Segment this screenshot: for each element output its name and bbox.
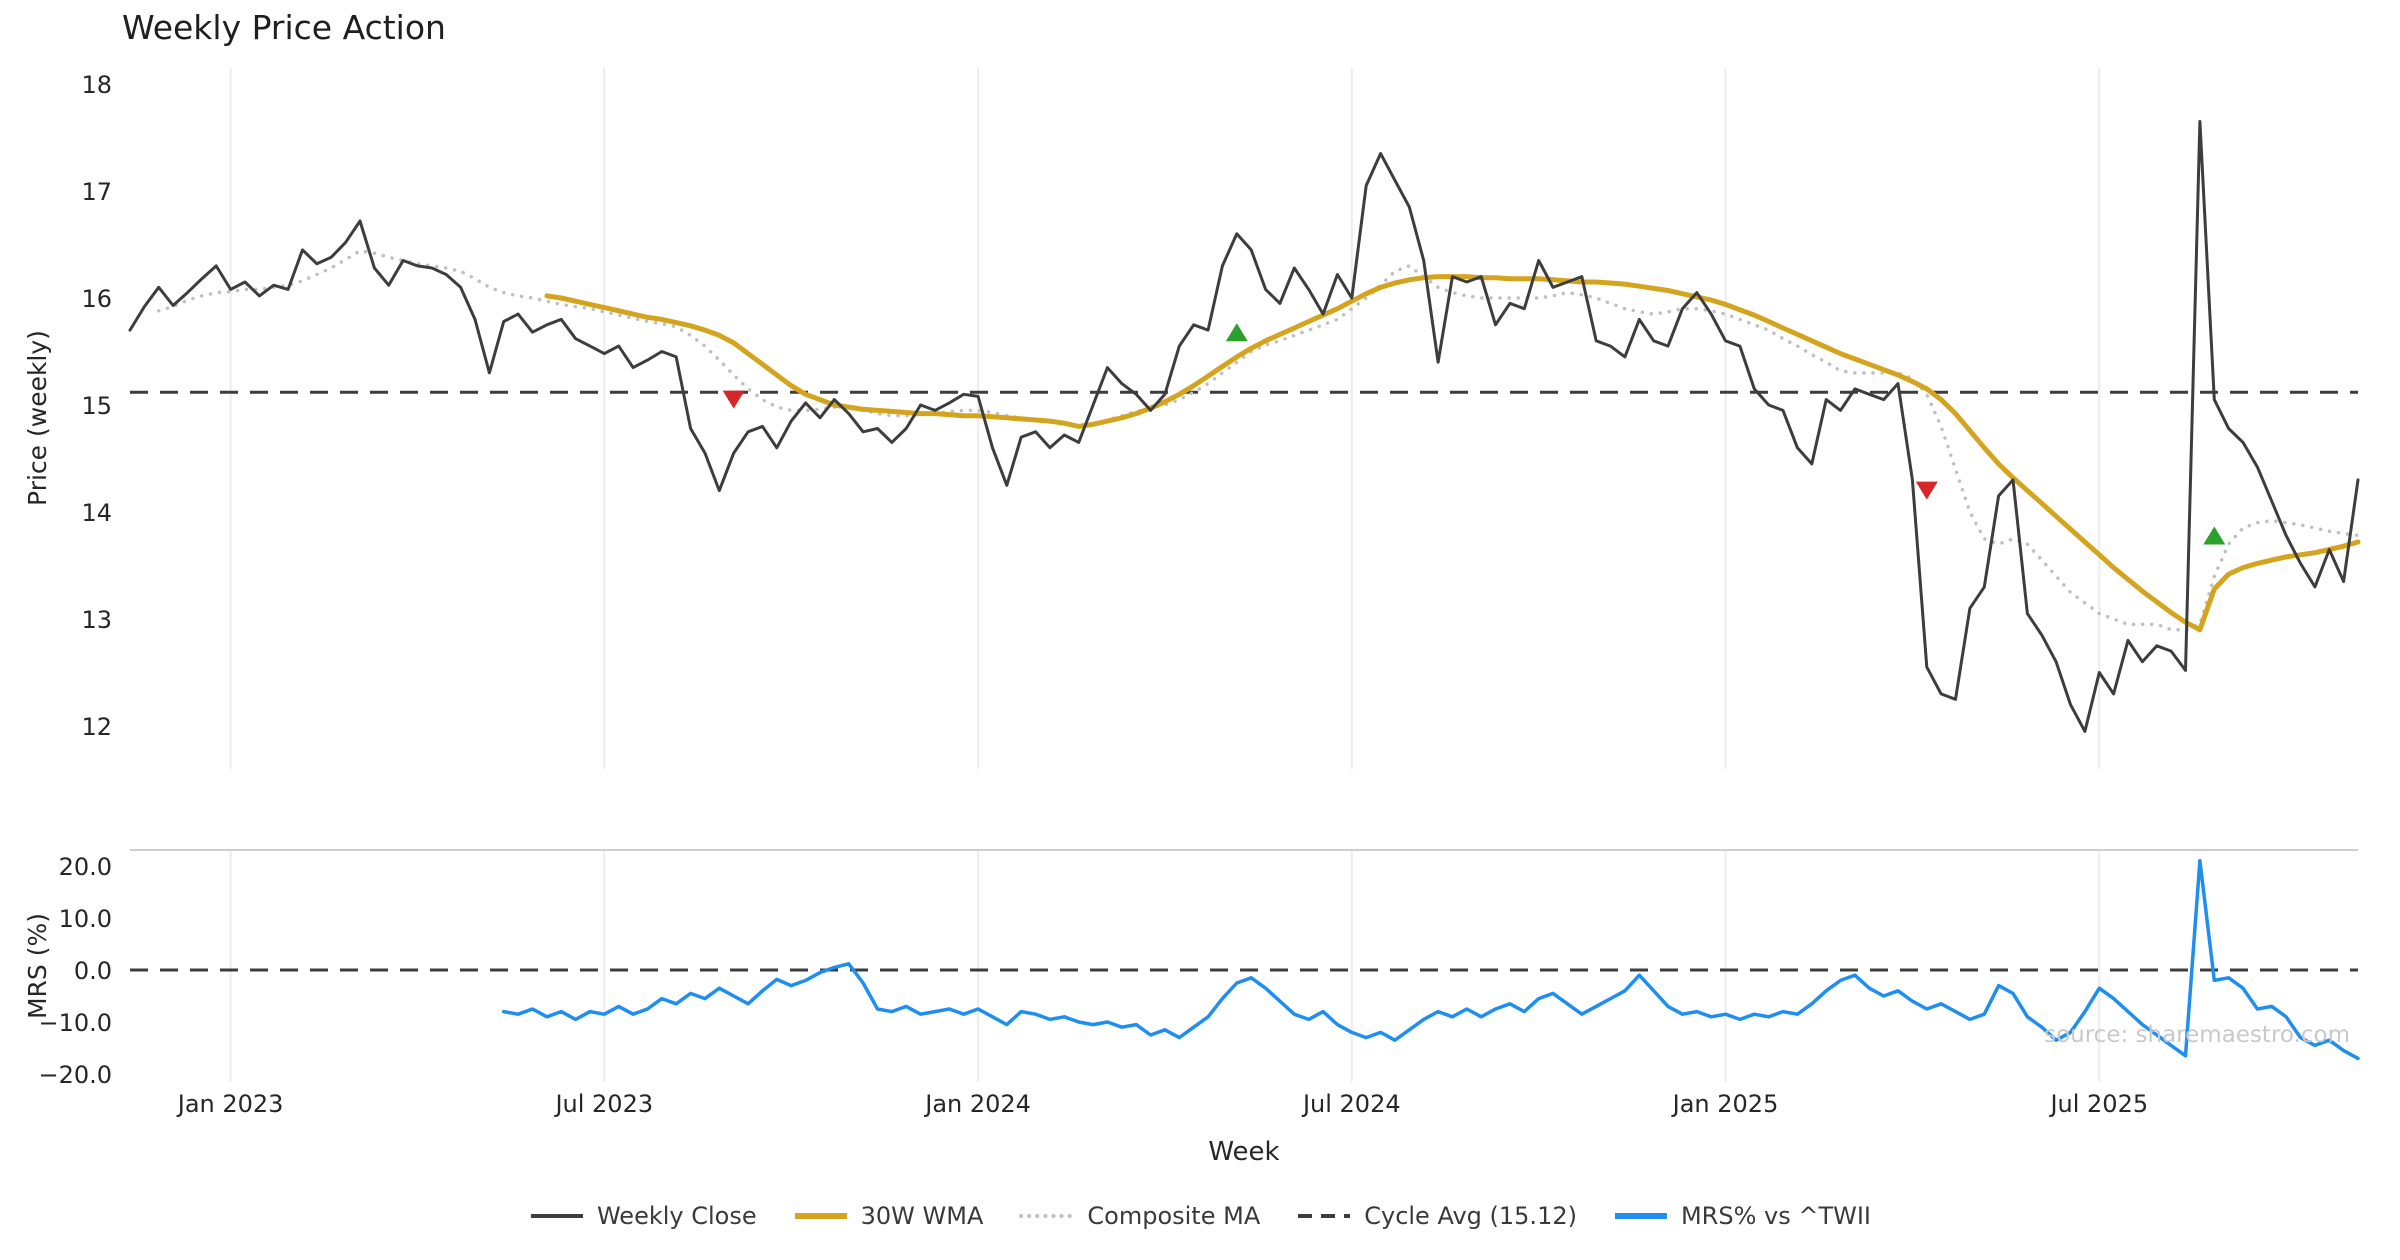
xtick-label: Jan 2023: [176, 1090, 284, 1118]
mrs-ytick-label: 20.0: [59, 853, 112, 881]
price-ytick-label: 18: [81, 71, 112, 99]
week-axis-label: Week: [1208, 1137, 1279, 1167]
legend-label: MRS% vs ^TWII: [1680, 1202, 1872, 1230]
sell-triangle-icon: [722, 390, 745, 409]
mrs-ytick-label: −20.0: [38, 1061, 112, 1089]
buy-triangle-icon: [1225, 323, 1248, 342]
legend-label: Weekly Close: [596, 1202, 757, 1230]
wma-line: [544, 274, 2361, 633]
legend-swatch-icon: [794, 1213, 847, 1219]
xtick-label: Jul 2023: [553, 1090, 653, 1118]
price-axis-label: Price (weekly): [23, 330, 52, 506]
mrs-ytick-label: 10.0: [59, 905, 112, 933]
xtick-label: Jan 2024: [923, 1090, 1031, 1118]
mrs-ytick-label: −10.0: [38, 1009, 112, 1037]
price-ytick-label: 15: [81, 392, 112, 420]
weekly-close-line: [128, 120, 2360, 733]
sell-triangle-icon: [1915, 481, 1938, 500]
mrs-ytick-label: 0.0: [74, 957, 112, 985]
legend-swatch-icon: [1614, 1213, 1667, 1219]
legend: Weekly Close 30W WMA Composite MA Cycle Avg…: [0, 1202, 2400, 1230]
legend-item-cycle-avg-15-12: Cycle Avg (15.12): [1296, 1202, 1577, 1230]
legend-item-weekly-close: Weekly Close: [529, 1202, 757, 1230]
price-ytick-label: 12: [81, 713, 112, 741]
price-ytick-label: 14: [81, 499, 112, 527]
legend-item-30w-wma: 30W WMA: [793, 1202, 984, 1230]
xtick-label: Jul 2025: [2048, 1090, 2148, 1118]
legend-item-composite-ma: Composite MA: [1019, 1202, 1260, 1230]
legend-label: Composite MA: [1087, 1202, 1261, 1230]
legend-label: Cycle Avg (15.12): [1364, 1202, 1577, 1230]
buy-triangle-icon: [2203, 526, 2226, 545]
legend-swatch-icon: [530, 1214, 583, 1218]
mrs-axis-label: MRS (%): [23, 913, 52, 1019]
watermark-text: source: sharemaestro.com: [2044, 1022, 2350, 1048]
mrs-line: [501, 859, 2360, 1061]
legend-swatch-icon: [1019, 1214, 1076, 1218]
xtick-label: Jan 2025: [1671, 1090, 1779, 1118]
xtick-label: Jul 2024: [1301, 1090, 1401, 1118]
price-ytick-label: 13: [81, 606, 112, 634]
composite-ma-line: [156, 249, 2360, 632]
chart-title: Weekly Price Action: [122, 8, 446, 47]
legend-item-mrs-vs-twii: MRS% vs ^TWII: [1613, 1202, 1871, 1230]
legend-swatch-icon: [1298, 1214, 1351, 1218]
price-ytick-label: 16: [81, 285, 112, 313]
legend-label: 30W WMA: [860, 1202, 984, 1230]
price-ytick-label: 17: [81, 178, 112, 206]
